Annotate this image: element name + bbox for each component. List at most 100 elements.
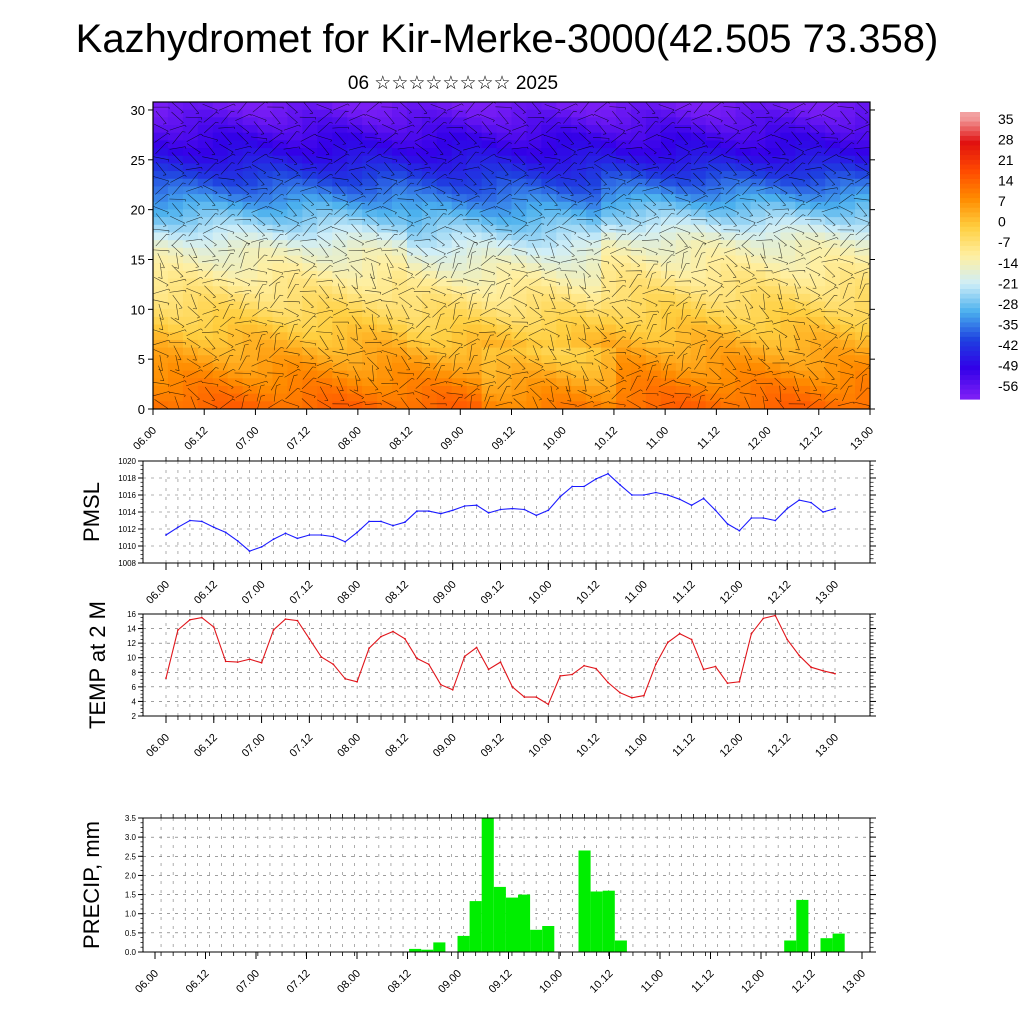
y-tick-label: 1012 bbox=[118, 525, 136, 534]
cross-section-cell bbox=[526, 201, 542, 211]
wind-barb bbox=[566, 334, 571, 351]
cross-section-cell bbox=[660, 194, 677, 203]
wind-barb bbox=[350, 132, 363, 145]
wind-barb bbox=[222, 304, 234, 320]
wind-barb bbox=[528, 369, 545, 378]
cross-section-cell bbox=[153, 385, 169, 395]
cross-section-cell bbox=[257, 209, 274, 218]
wind-barb bbox=[284, 307, 299, 318]
cross-section-cell bbox=[377, 324, 393, 333]
cross-section-cell bbox=[825, 125, 841, 134]
wind-barb bbox=[579, 102, 590, 114]
wind-barb bbox=[203, 347, 217, 359]
cross-section-cell bbox=[750, 293, 767, 303]
cross-section-cell bbox=[272, 339, 289, 349]
cross-section-cell bbox=[645, 171, 662, 180]
cross-section-cell bbox=[272, 347, 289, 356]
cross-section-cell bbox=[660, 247, 677, 257]
colorbar-segment bbox=[960, 265, 980, 271]
cross-section-cell bbox=[750, 140, 767, 149]
cross-section-cell bbox=[466, 201, 483, 211]
wind-barb bbox=[854, 257, 870, 266]
cross-section-cell bbox=[317, 301, 333, 310]
cross-section-cell bbox=[571, 155, 587, 164]
wind-barb bbox=[609, 246, 627, 254]
cross-section-cell bbox=[616, 148, 632, 157]
cross-section-cell bbox=[272, 286, 289, 295]
wind-barb bbox=[188, 223, 202, 237]
cross-section-cell bbox=[242, 255, 259, 264]
wind-barb bbox=[560, 320, 577, 326]
wind-barb bbox=[579, 315, 590, 330]
cross-section-cell bbox=[496, 117, 513, 126]
wind-barb bbox=[805, 247, 823, 254]
wind-barb bbox=[528, 380, 546, 387]
wind-barb bbox=[364, 187, 382, 191]
cross-section-cell bbox=[840, 109, 856, 118]
wind-barb bbox=[725, 132, 741, 144]
wind-barb bbox=[384, 253, 394, 268]
cross-section-cell bbox=[631, 263, 647, 272]
cross-section-cell bbox=[541, 117, 557, 126]
wind-barb bbox=[511, 321, 528, 325]
colorbar-segment bbox=[960, 379, 980, 386]
cross-section-cell bbox=[511, 332, 528, 341]
wind-barb bbox=[317, 316, 333, 328]
cross-section-cell bbox=[421, 301, 438, 310]
cross-section-cell bbox=[735, 362, 752, 372]
data-point bbox=[380, 635, 382, 638]
wind-barb bbox=[448, 131, 460, 145]
wind-barb bbox=[269, 162, 281, 176]
data-point bbox=[212, 526, 215, 529]
y-tick-label: 15 bbox=[131, 252, 145, 267]
cross-section-cell bbox=[571, 332, 587, 341]
wind-barb bbox=[544, 310, 561, 315]
cross-section-cell bbox=[377, 125, 393, 134]
wind-barb bbox=[383, 183, 398, 195]
wind-barb bbox=[756, 116, 773, 120]
cross-section-cell bbox=[855, 224, 870, 234]
cross-section-cell bbox=[631, 332, 647, 341]
cross-section-cell bbox=[182, 201, 199, 211]
cross-section-cell bbox=[855, 270, 870, 280]
wind-barb bbox=[566, 375, 571, 392]
wind-barb bbox=[171, 265, 184, 278]
cross-section-cell bbox=[675, 155, 692, 164]
cross-section-cell bbox=[586, 247, 602, 257]
cross-section-cell bbox=[257, 155, 274, 164]
cross-section-cell bbox=[645, 278, 662, 287]
wind-barb bbox=[398, 287, 415, 295]
wind-barb bbox=[560, 226, 577, 235]
wind-barb bbox=[251, 380, 269, 386]
cross-section-cell bbox=[810, 401, 826, 409]
cross-section-cell bbox=[451, 270, 468, 280]
cross-section-cell bbox=[750, 347, 767, 356]
cross-section-cell bbox=[197, 217, 214, 226]
wind-barb bbox=[398, 276, 415, 286]
wind-barb bbox=[610, 132, 627, 143]
cross-section-cell bbox=[481, 217, 498, 226]
wind-barb bbox=[665, 312, 672, 331]
wind-barb bbox=[253, 141, 268, 155]
cross-section-cell bbox=[601, 309, 617, 318]
wind-barb bbox=[529, 337, 543, 349]
precip-bar bbox=[578, 850, 591, 952]
cross-section-cell bbox=[362, 148, 378, 157]
cross-section-cell bbox=[810, 125, 826, 134]
cross-section-cell bbox=[720, 232, 737, 241]
cross-section-cell bbox=[481, 171, 498, 180]
cross-section-cell bbox=[377, 186, 393, 195]
cross-section-cell bbox=[855, 347, 870, 356]
cross-section-cell bbox=[332, 393, 348, 402]
wind-barb bbox=[860, 322, 868, 341]
cross-section-cell bbox=[272, 155, 289, 164]
wind-barb bbox=[218, 126, 235, 130]
cross-section-cell bbox=[481, 293, 498, 303]
cross-section-cell bbox=[451, 132, 468, 141]
cross-section-cell bbox=[227, 286, 244, 295]
cross-section-cell bbox=[780, 270, 796, 280]
wind-barb bbox=[709, 397, 724, 409]
wind-barb bbox=[235, 236, 250, 246]
cross-section-cell bbox=[362, 109, 378, 118]
cross-section-cell bbox=[571, 401, 587, 409]
